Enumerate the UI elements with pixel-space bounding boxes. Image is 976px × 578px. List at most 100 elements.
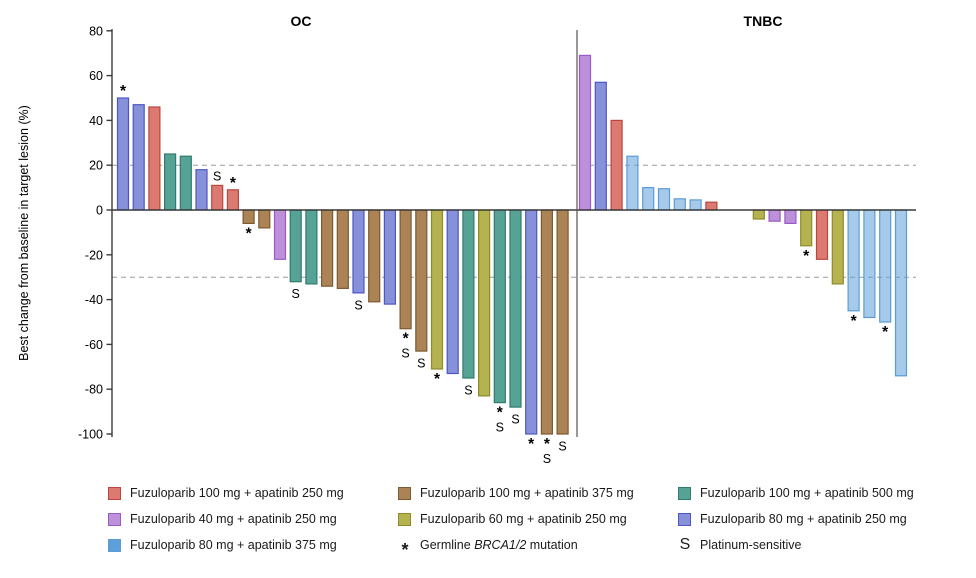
legend-item-label: Fuzuloparib 40 mg + apatinib 250 mg [130, 512, 337, 526]
bar [610, 119, 623, 211]
bar [525, 209, 538, 435]
bar [509, 209, 522, 408]
y-tick-label: -20 [85, 248, 103, 262]
asterisk-icon: * [401, 540, 409, 560]
bar [768, 209, 781, 222]
brca-mutation-asterisk: * [246, 225, 253, 242]
group-title-tnbc: TNBC [744, 13, 783, 29]
legend-swatch-icon [108, 538, 121, 552]
legend-item-label: Fuzuloparib 100 mg + apatinib 500 mg [700, 486, 914, 500]
y-tick-label: 60 [89, 69, 103, 83]
platinum-sensitive-mark: S [496, 421, 504, 435]
platinum-sensitive-mark: S [464, 384, 472, 398]
platinum-sensitive-mark: S [213, 169, 221, 183]
bar [195, 169, 208, 211]
bar [446, 209, 459, 375]
brca-mutation-asterisk: * [882, 324, 889, 341]
bar [540, 209, 554, 435]
bar [352, 209, 365, 294]
bar [179, 155, 192, 211]
bar [556, 209, 569, 435]
legend-item-label: Fuzuloparib 80 mg + apatinib 250 mg [700, 512, 907, 526]
y-tick-label: -100 [78, 428, 103, 442]
legend-column: Fuzuloparib 100 mg + apatinib 500 mg Fuzu… [678, 480, 914, 558]
platinum-sensitive-mark: S [558, 440, 566, 454]
legend-item-label: Fuzuloparib 100 mg + apatinib 250 mg [130, 486, 344, 500]
brca-mutation-asterisk: * [528, 436, 535, 453]
legend-item: Fuzuloparib 40 mg + apatinib 250 mg [108, 506, 344, 532]
bar [305, 209, 318, 285]
bar [164, 153, 177, 211]
legend-item-label: Fuzuloparib 80 mg + apatinib 375 mg [130, 538, 337, 552]
legend-swatch-icon [398, 512, 411, 526]
bar [211, 184, 224, 211]
y-tick-label: -60 [85, 338, 103, 352]
bar [399, 209, 412, 330]
legend-item-label: Platinum-sensitive [700, 538, 802, 552]
brca-mutation-asterisk: * [544, 436, 551, 453]
bar [784, 209, 797, 224]
brca-mutation-asterisk: * [434, 371, 441, 388]
brca-mutation-asterisk: * [851, 313, 858, 330]
bar [289, 209, 302, 283]
bar [894, 209, 908, 377]
bar [116, 97, 130, 211]
bar [847, 209, 860, 312]
bar [368, 209, 381, 303]
legend-column: Fuzuloparib 100 mg + apatinib 375 mg Fuzu… [398, 480, 634, 560]
legend-item: S Platinum-sensitive [678, 532, 914, 558]
brca-mutation-asterisk: * [230, 175, 237, 192]
bar [242, 209, 255, 224]
legend-item-label: Germline BRCA1/2 mutation [420, 538, 578, 552]
bar [815, 209, 829, 260]
legend-swatch-icon [108, 512, 121, 526]
bar [626, 155, 639, 211]
legend-item: Fuzuloparib 60 mg + apatinib 250 mg [398, 506, 634, 532]
platinum-sensitive-mark: S [417, 357, 425, 371]
y-axis-label: Best change from baseline in target lesi… [17, 105, 31, 361]
y-tick-label: 80 [89, 24, 103, 38]
bar [226, 189, 239, 211]
brca-mutation-asterisk: * [120, 83, 127, 100]
bar [258, 209, 271, 229]
y-tick-label: 0 [96, 204, 103, 218]
legend-swatch-icon [678, 512, 691, 526]
y-tick-label: -40 [85, 293, 103, 307]
brca-mutation-asterisk: * [803, 248, 810, 265]
platinum-sensitive-icon: S [679, 536, 691, 553]
legend-item: Fuzuloparib 80 mg + apatinib 250 mg [678, 506, 914, 532]
bar [493, 209, 506, 404]
legend-item: Fuzuloparib 80 mg + apatinib 375 mg [108, 532, 344, 558]
platinum-sensitive-mark: S [401, 347, 409, 361]
platinum-sensitive-mark: S [292, 287, 300, 301]
bar [863, 209, 876, 319]
bar [657, 188, 671, 211]
legend-swatch-icon [678, 486, 691, 500]
legend-item: Fuzuloparib 100 mg + apatinib 500 mg [678, 480, 914, 506]
bar [383, 209, 396, 305]
bar [879, 209, 892, 323]
platinum-sensitive-mark: S [511, 413, 519, 427]
bar [705, 201, 718, 211]
legend-item: Fuzuloparib 100 mg + apatinib 375 mg [398, 480, 634, 506]
bar [578, 54, 592, 211]
bar [642, 187, 655, 211]
bar [752, 209, 765, 220]
bar [478, 209, 491, 397]
legend-item: Fuzuloparib 100 mg + apatinib 250 mg [108, 480, 344, 506]
bar [462, 209, 475, 379]
legend-column: Fuzuloparib 100 mg + apatinib 250 mg Fuzu… [108, 480, 344, 558]
bar [148, 106, 161, 211]
bar [673, 198, 686, 211]
legend-swatch-icon [108, 486, 121, 500]
bar [321, 209, 334, 287]
y-tick-label: 40 [89, 114, 103, 128]
bar [415, 209, 428, 352]
y-tick-label: 20 [89, 159, 103, 173]
bar [273, 209, 287, 260]
legend-item: * Germline BRCA1/2 mutation [398, 532, 634, 560]
waterfall-chart: 80 60 40 20 0 -20 -40 -60 -80 -100 * S * * S S * S S * S * S S *… [78, 13, 916, 466]
bar [831, 209, 844, 285]
bar [336, 209, 349, 290]
